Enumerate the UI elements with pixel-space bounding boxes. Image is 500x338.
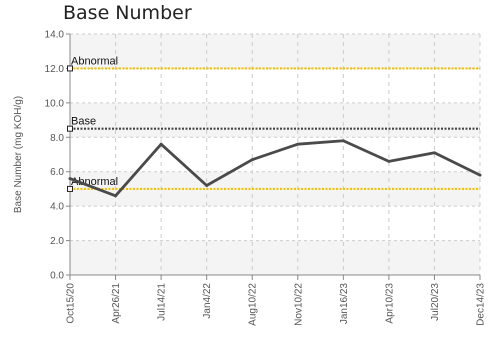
data-point [478,173,482,177]
data-point [341,139,345,143]
y-tick-label: 6.0 [50,167,64,178]
data-point [159,142,163,146]
data-point [205,184,209,187]
reference-line-label: Abnormal [71,55,118,67]
reference-marker [67,65,73,72]
data-point [296,142,300,146]
x-tick-label: Nov10/22 [293,283,304,326]
data-point [114,194,117,198]
y-tick-label: 14.0 [45,30,65,41]
x-tick-label: Jul20/23 [430,283,441,321]
y-tick-label: 10.0 [45,98,65,109]
data-point [433,151,436,155]
x-tick-label: Apr10/23 [384,283,395,324]
grid-band [70,102,480,138]
reference-marker [67,185,73,192]
reference-line-label: Base [71,116,96,128]
x-tick-label: Dec14/23 [476,283,487,326]
grid-band [70,34,480,69]
y-tick-label: 2.0 [50,236,64,247]
y-axis-title: Base Number (mg KOH/g) [13,96,24,213]
reference-marker [67,125,73,132]
y-tick-label: 0.0 [50,271,64,282]
x-tick-label: Oct15/20 [66,283,77,324]
data-point [387,159,391,163]
grid-band [70,240,480,275]
y-tick-label: 4.0 [50,202,64,213]
x-tick-label: Apr26/21 [111,283,122,324]
chart-title: Base Number [63,2,192,24]
y-tick-label: 12.0 [45,64,65,75]
series-line [68,139,482,198]
reference-line-label: Abnormal [71,176,118,188]
x-tick-label: Aug10/22 [248,283,259,326]
data-point [68,177,72,181]
x-tick-label: Jan4/22 [202,283,213,319]
x-tick-label: Jan16/23 [339,283,350,325]
x-tick-label: Jul14/21 [157,283,168,321]
y-tick-label: 8.0 [50,133,64,144]
data-point [250,158,254,162]
